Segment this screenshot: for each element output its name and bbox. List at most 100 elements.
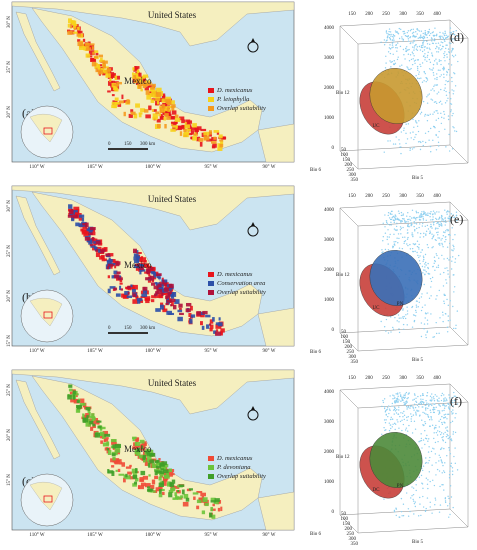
data-point [453,291,455,293]
data-point [407,53,410,55]
data-point [419,401,422,404]
data-point [424,59,426,61]
data-point [402,323,405,326]
data-point [444,102,447,104]
data-point [437,117,440,120]
data-point [436,231,438,234]
data-point [448,436,451,439]
data-point [425,80,427,83]
data-point [426,47,429,49]
distribution-patch [90,245,96,248]
data-point [431,213,434,216]
data-point [424,462,427,464]
data-point [431,69,434,71]
data-point [383,39,386,41]
panel-label: (f) [450,394,462,408]
box-edge [449,144,469,164]
data-point [398,212,400,215]
data-point [408,218,410,220]
data-point [433,398,435,400]
data-point [421,419,423,421]
distribution-patch [111,441,117,445]
data-point [429,506,431,508]
data-point [441,436,443,439]
data-point [440,49,442,51]
distribution-patch [118,100,124,104]
distribution-patch [145,277,149,281]
data-point [438,48,440,50]
axis-label: Bio 6 [310,532,321,537]
data-point [449,74,451,76]
data-point [442,436,444,438]
data-point [443,409,445,412]
data-point [431,276,434,279]
data-point [435,474,437,476]
distribution-patch [123,100,128,103]
distribution-patch [85,229,88,235]
tick-label: 350 [416,12,424,17]
data-point [422,222,424,225]
distribution-patch [114,274,120,279]
distribution-patch [147,280,152,283]
box-edge [339,207,359,227]
distribution-patch [143,263,150,268]
distribution-patch [134,441,141,447]
data-point [447,230,449,232]
data-point [428,273,431,275]
data-point [419,113,422,115]
data-point [427,228,430,230]
data-point [406,408,408,410]
box-edge [449,19,469,39]
distribution-patch [135,103,140,108]
tick-label: 200 [345,345,353,350]
data-point [454,54,457,56]
distribution-patch [104,438,109,442]
data-point [405,50,407,52]
data-point [388,28,391,30]
data-point [393,241,395,243]
data-point [418,402,420,405]
data-point [444,60,446,62]
tick-label: 400 [433,194,441,199]
data-point [400,497,403,500]
distribution-patch [103,69,108,74]
data-point [450,496,453,498]
data-point [444,87,446,89]
distribution-patch [166,110,171,115]
data-point [412,31,415,34]
distribution-patch [82,223,87,226]
data-point [424,53,426,55]
data-point [395,46,397,49]
data-point [452,405,454,407]
data-point [398,331,401,334]
data-point [429,277,432,280]
data-point [447,413,449,416]
data-point [432,409,435,411]
data-point [418,243,420,246]
data-point [394,217,397,220]
distribution-patch [114,460,121,465]
data-point [439,273,442,275]
distribution-patch [179,484,185,487]
distribution-patch [70,398,76,403]
data-point [445,398,448,400]
data-point [431,219,434,221]
distribution-patch [107,450,112,456]
data-point [433,90,435,92]
distribution-patch [158,476,162,481]
distribution-patch [95,53,99,56]
data-point [447,319,450,322]
distribution-patch [163,469,169,474]
data-point [447,35,449,38]
data-point [431,38,433,40]
central-america [257,123,295,163]
data-point [422,213,425,216]
distribution-patch [103,247,108,252]
data-point [443,68,446,70]
data-point [448,215,451,218]
scale-label: 0 [108,142,111,147]
tick-label: 250 [347,532,355,537]
data-point [415,484,417,486]
data-point [440,112,442,115]
data-point [384,410,387,412]
